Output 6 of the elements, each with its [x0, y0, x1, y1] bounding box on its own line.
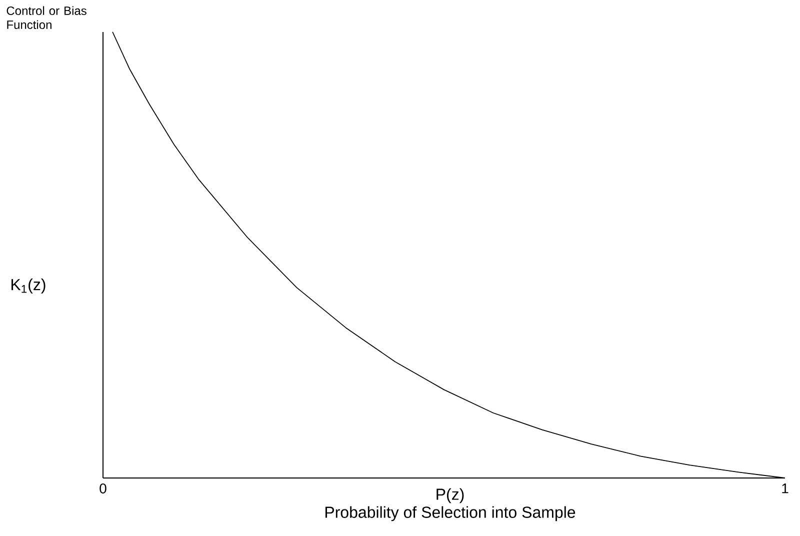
text: K$_{1}$(z)	[12, 278, 46, 294]
x-tick-label: 1	[782, 484, 788, 494]
y-axis-title: Control or Bias Function	[6, 6, 86, 29]
x-tick-label: 0	[100, 484, 106, 494]
x-axis-title: P(z)	[436, 488, 464, 504]
text: Probability of Selection into Sample	[325, 506, 576, 522]
